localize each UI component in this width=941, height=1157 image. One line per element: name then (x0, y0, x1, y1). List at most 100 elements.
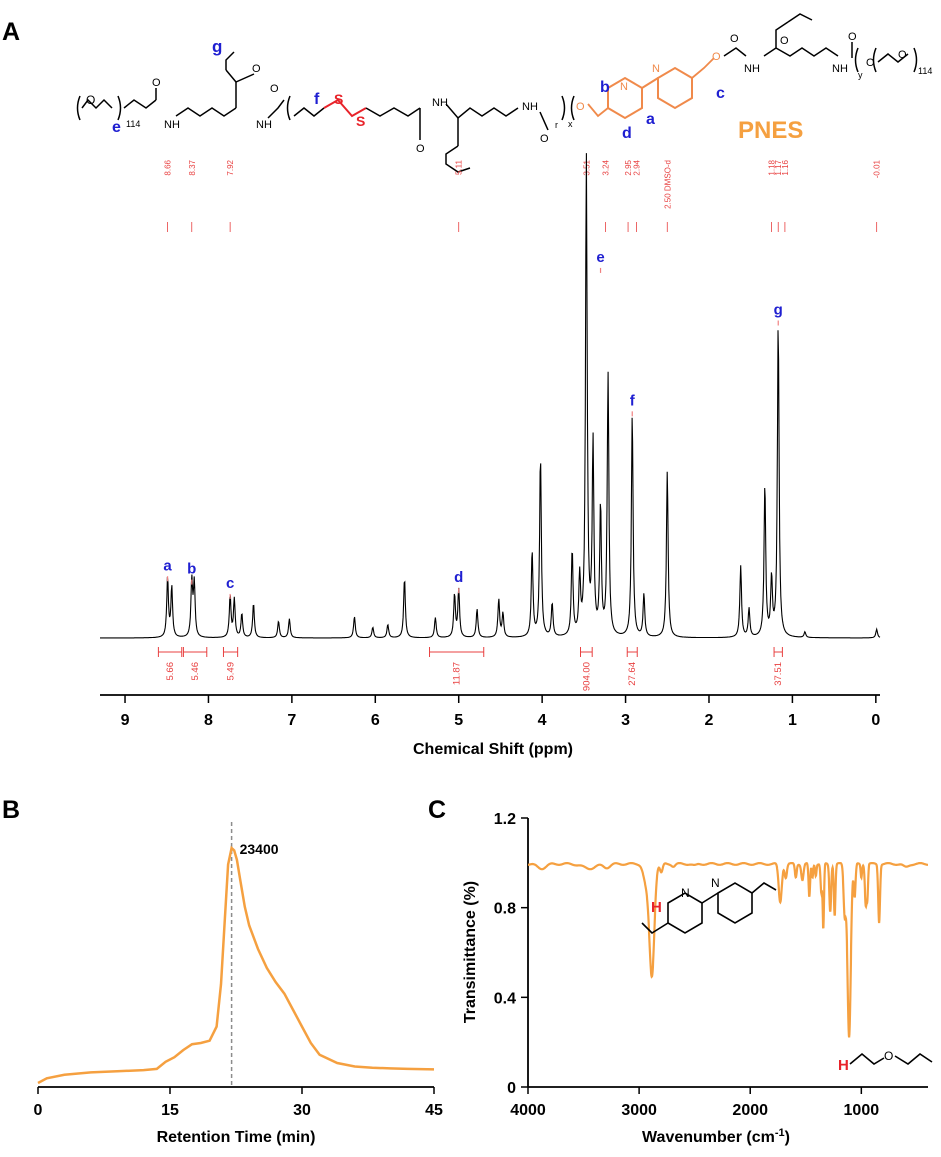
nmr-x-tick-label: 4 (538, 712, 547, 729)
ftir-x-label-sup: -1 (775, 1127, 785, 1139)
nmr-x-tick-label: 9 (121, 712, 130, 729)
chemical-shift-label: 5.11 (455, 159, 464, 175)
atom-o: O (86, 93, 95, 107)
ftir-x-tick-label: 3000 (621, 1102, 657, 1119)
nmr-peak-label: f (630, 392, 636, 409)
nmr-peak-label: g (774, 302, 783, 319)
chemical-structure: O 114 e O NH O g NH O f S S O NH NH O r (76, 13, 932, 173)
inset-ethyl-left (641, 922, 669, 935)
atom-o: O (540, 133, 549, 145)
chemical-shift-label: 8.37 (188, 159, 197, 175)
gpc-x-tick-label: 0 (34, 1102, 43, 1119)
chemical-shift-label: 1.16 (781, 159, 790, 175)
bracket-peg-right-close (913, 47, 918, 73)
nmr-peak-markers (166, 267, 779, 599)
chemical-shift-label: 2.95 (624, 159, 633, 175)
pyridine-ring-right (657, 66, 693, 110)
panel-label-a: A (2, 18, 20, 46)
panel-label-c: C (428, 796, 446, 824)
atom-nh: NH (832, 63, 848, 75)
chemical-shift-label: 3.24 (602, 159, 611, 175)
site-label-g: g (212, 37, 222, 56)
bracket-y-close (854, 47, 859, 73)
chemical-shift-label: 7.92 (226, 159, 235, 175)
ftir-x-label-end: ) (785, 1129, 790, 1146)
nmr-peak-label: c (226, 575, 234, 592)
site-label-d: d (622, 125, 632, 142)
ester-bond-left (235, 73, 255, 83)
disulfide-bond (323, 98, 367, 118)
gpc-x-tick-label: 30 (293, 1102, 311, 1119)
atom-n: N (620, 81, 628, 93)
nmr-x-tick-label: 0 (871, 712, 880, 729)
site-label-a: a (646, 111, 655, 128)
ftir-x-tick-label: 4000 (510, 1102, 546, 1119)
subscript-y: y (858, 70, 863, 80)
atom-n: N (652, 63, 660, 75)
atom-o: O (884, 1049, 893, 1063)
peg-left-chain (81, 98, 113, 110)
atom-o: O (712, 51, 721, 63)
atom-o: O (730, 33, 739, 45)
subscript-114-right: 114 (918, 66, 932, 76)
carbamate-left (123, 99, 157, 109)
bracket-x-open (570, 95, 575, 121)
nmr-peak-label: a (163, 557, 172, 574)
gpc-trace (37, 845, 435, 1085)
nmr-peak-label: d (454, 569, 463, 586)
integral-value: 5.46 (190, 662, 201, 681)
atom-o: O (576, 101, 585, 113)
bipyridine-inset: N H N (641, 876, 777, 935)
ftir-x-tick-label: 1000 (844, 1102, 880, 1119)
bipyridine-bond (641, 77, 659, 89)
atom-h-highlight: H (651, 899, 662, 916)
site-label-f: f (314, 91, 320, 108)
nmr-x-tick-label: 5 (454, 712, 463, 729)
chemical-shift-label: 2.94 (632, 159, 641, 175)
ftir-x-axis-label: Wavenumber (cm-1) (642, 1127, 790, 1146)
atom-nh: NH (432, 97, 448, 109)
ftir-y-tick-label: 1.2 (494, 811, 516, 828)
atom-s: S (334, 91, 343, 107)
bracket-left-close (117, 95, 122, 121)
nmr-peak-label: b (187, 561, 196, 578)
atom-o: O (270, 83, 279, 95)
nmr-spectrum: 8.66 8.37 7.92 5.11 3.51 3.24 2.95 2.94 2.50 DMS… (100, 153, 882, 758)
bracket-r-open (286, 95, 291, 121)
nmr-x-axis-label: Chemical Shift (ppm) (413, 741, 573, 758)
bipyridine-linker-right (691, 57, 715, 79)
polymer-name: PNES (738, 117, 803, 144)
ether-chain-right (894, 1053, 933, 1065)
atom-nh: NH (164, 119, 180, 131)
ether-chain-left (849, 1052, 885, 1065)
nmr-x-ticks: 9 8 7 6 5 4 3 2 1 0 (121, 695, 880, 729)
nmr-trace (100, 153, 881, 639)
ethyl-left (225, 51, 235, 70)
bracket-left (76, 95, 81, 121)
ftir-spectrum: 0 0.4 0.8 1.2 4000 3000 2000 1000 Transimittan… (462, 811, 933, 1146)
ftir-y-ticks: 0 0.4 0.8 1.2 (494, 811, 528, 1097)
site-label-b: b (600, 79, 610, 96)
integral-value: 37.51 (773, 662, 784, 686)
subscript-r: r (555, 120, 558, 130)
ethyl-top (787, 13, 813, 23)
subscript-x: x (568, 119, 573, 129)
peg-right-chain (877, 53, 909, 63)
atom-o: O (416, 143, 425, 155)
panel-label-b: B (2, 796, 20, 824)
chemical-shift-label: -0.01 (873, 159, 882, 178)
ethylene-f (293, 107, 325, 117)
chemical-shift-labels: 8.66 8.37 7.92 5.11 3.51 3.24 2.95 2.94 2.50 DMS… (164, 159, 882, 232)
atom-nh: NH (744, 63, 760, 75)
atom-n: N (681, 886, 690, 900)
atom-o: O (152, 77, 161, 89)
site-label-c: c (716, 85, 725, 102)
bracket-peg-right-open (872, 47, 877, 73)
nmr-x-tick-label: 2 (705, 712, 714, 729)
chemical-shift-label: 1.18 (768, 159, 777, 175)
atom-o: O (252, 63, 261, 75)
inset-ring-right (717, 882, 753, 924)
gpc-x-tick-label: 45 (425, 1102, 443, 1119)
ester-o-left (225, 69, 237, 83)
